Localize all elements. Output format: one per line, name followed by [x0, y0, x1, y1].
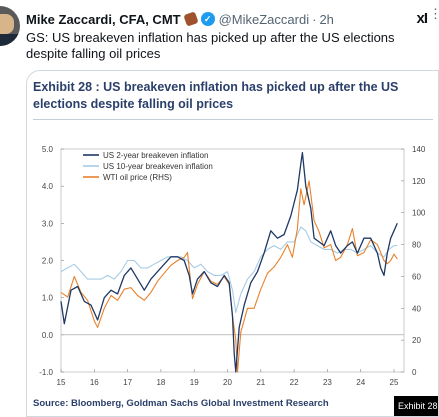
x-tick-label-4: 19	[190, 378, 199, 387]
right-axis: 140 120 100 80 60 40 20 0	[401, 145, 426, 377]
left-tick-label-1: 4.0	[42, 182, 54, 191]
left-tick-label-5: 0.0	[42, 331, 54, 340]
media-card[interactable]: Exhibit 28 : US breakeven inflation has …	[26, 70, 439, 417]
right-tick-label-6: 20	[412, 336, 421, 345]
right-tick-label-1: 120	[412, 177, 426, 186]
x-tick-label-7: 22	[290, 378, 299, 387]
grok-icon[interactable]: xI	[416, 10, 427, 27]
series-group	[60, 152, 398, 373]
x-axis: 15 16 17 18 19 20 21 22 23 24 25	[57, 369, 399, 387]
tweet-header: Mike Zaccardi, CFA, CMT ✓ @MikeZaccardi …	[26, 10, 439, 28]
series-line-2	[60, 180, 398, 373]
line-chart: 5.0 4.0 3.0 2.0 1.0 0.0 -1.0 140 120 100 80 60 40 20…	[39, 145, 426, 387]
x-tick-label-10: 25	[390, 378, 399, 387]
legend: US 2-year breakeven inflation US 10-year …	[83, 151, 213, 182]
avatar-face	[0, 14, 14, 34]
x-tick-label-3: 18	[156, 378, 165, 387]
x-tick-label-6: 21	[256, 378, 265, 387]
right-tick-label-7: 0	[412, 368, 417, 377]
right-tick-label-0: 140	[412, 145, 426, 154]
more-options-icon[interactable]: ⋮	[429, 6, 439, 21]
left-axis: 5.0 4.0 3.0 2.0 1.0 0.0 -1.0	[39, 145, 64, 377]
series-line-1	[60, 226, 398, 314]
left-tick-label-2: 3.0	[42, 219, 54, 228]
plot-frame	[60, 148, 405, 373]
right-tick-label-5: 40	[412, 304, 421, 313]
source-note: Source: Bloomberg, Goldman Sachs Global …	[33, 398, 329, 409]
left-tick-label-0: 5.0	[42, 145, 54, 154]
verified-badge-icon[interactable]: ✓	[200, 12, 215, 26]
avatar-suit	[0, 34, 20, 46]
avatar[interactable]	[0, 6, 20, 46]
series-line-0	[60, 152, 398, 373]
right-tick-label-3: 80	[412, 241, 421, 250]
x-tick-label-1: 16	[90, 378, 99, 387]
right-tick-label-2: 100	[412, 209, 426, 218]
exhibit-title: Exhibit 28 : US breakeven inflation has …	[33, 80, 399, 111]
left-tick-label-6: -1.0	[39, 368, 53, 377]
tweet-text: GS: US breakeven inflation has picked up…	[26, 30, 395, 61]
x-tick-label-9: 24	[356, 378, 365, 387]
x-tick-label-8: 23	[323, 378, 332, 387]
post-time[interactable]: 2h	[319, 11, 334, 27]
title-divider	[33, 119, 433, 120]
x-tick-label-2: 17	[123, 378, 132, 387]
left-tick-label-4: 1.0	[42, 294, 54, 303]
author-name[interactable]: Mike Zaccardi, CFA, CMT	[26, 11, 181, 27]
legend-label-0: US 2-year breakeven inflation	[103, 151, 208, 160]
x-tick-label-0: 15	[57, 378, 66, 387]
exhibit-tag: Exhibit 28	[394, 396, 438, 416]
legend-label-2: WTI oil price (RHS)	[103, 173, 172, 182]
football-emoji-icon	[182, 11, 199, 27]
header-separator: ·	[312, 11, 317, 27]
left-tick-label-3: 2.0	[42, 257, 54, 266]
author-handle[interactable]: @MikeZaccardi	[218, 11, 310, 27]
right-tick-label-4: 60	[412, 272, 421, 281]
x-tick-label-5: 20	[223, 378, 232, 387]
legend-label-1: US 10-year breakeven inflation	[103, 162, 213, 171]
